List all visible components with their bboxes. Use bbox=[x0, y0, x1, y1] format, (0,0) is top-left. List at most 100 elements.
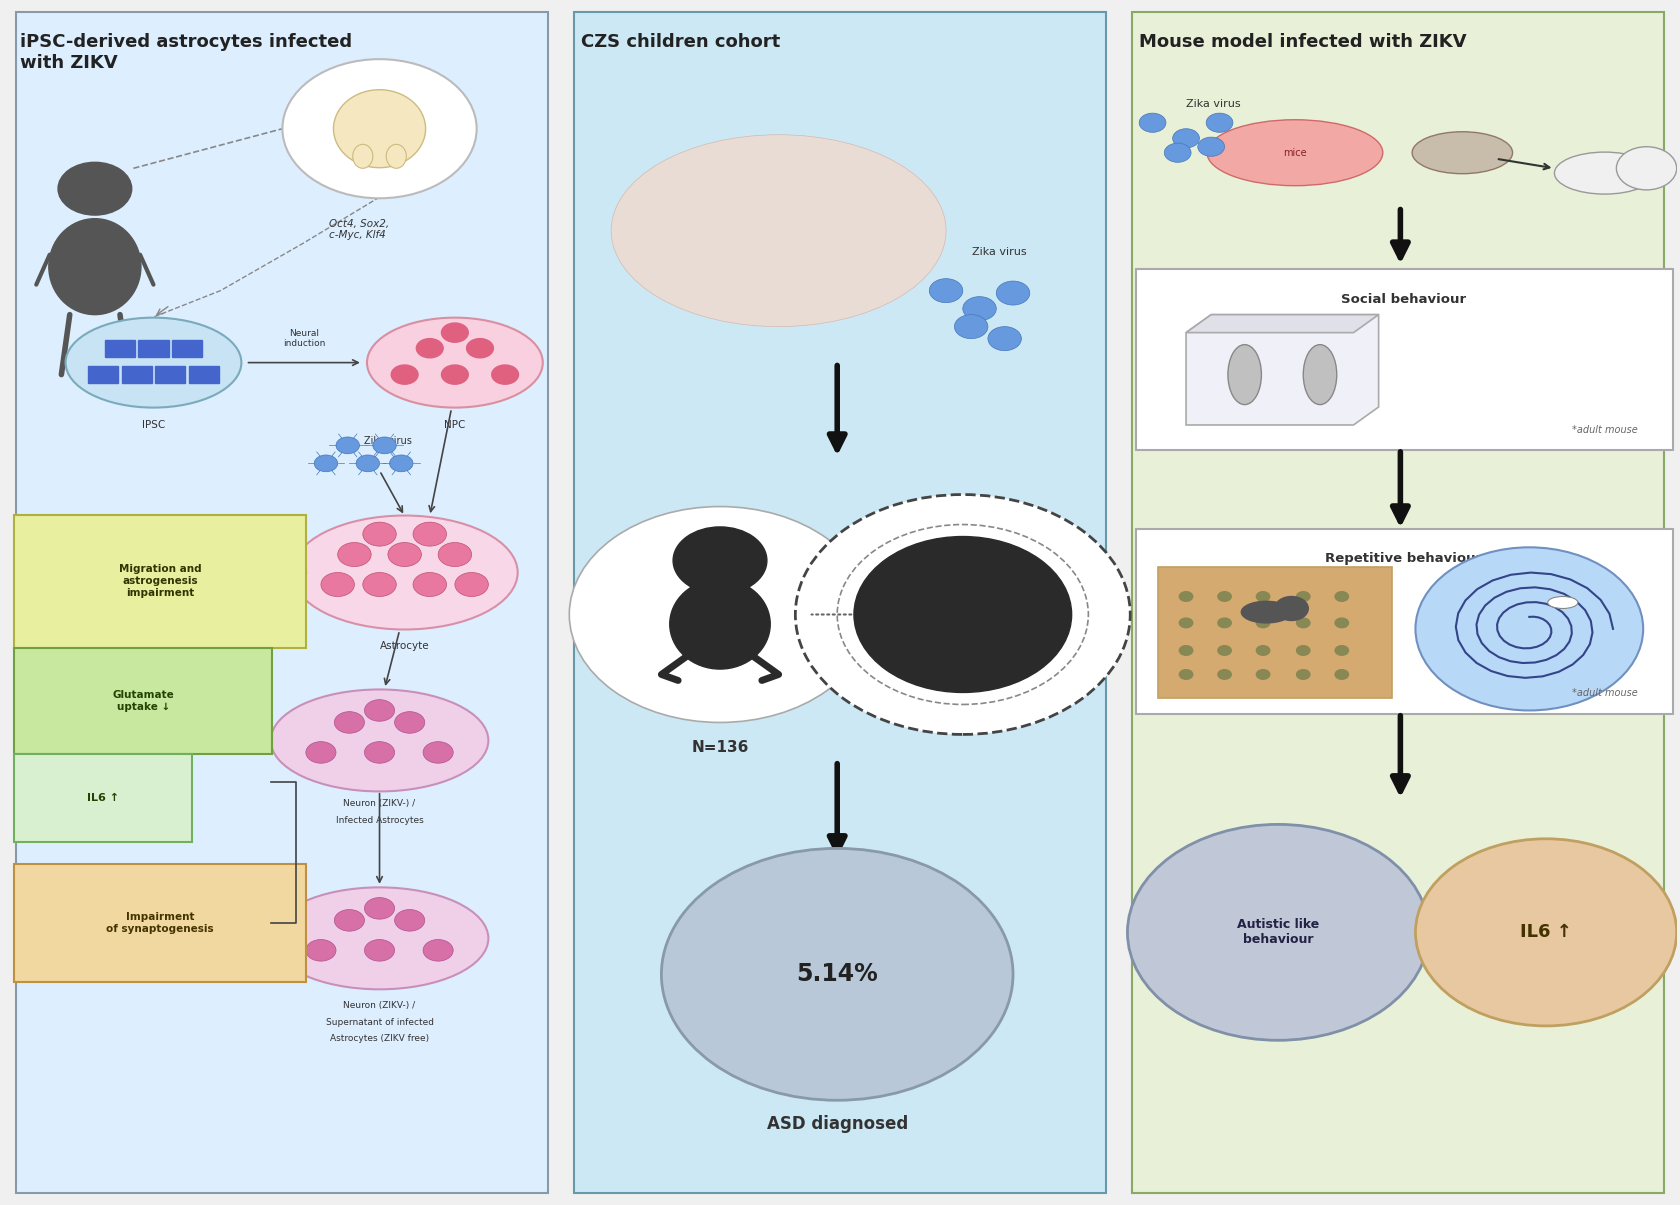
Text: CZS children cohort: CZS children cohort bbox=[581, 33, 780, 51]
Circle shape bbox=[1218, 618, 1231, 628]
Circle shape bbox=[442, 365, 469, 384]
Ellipse shape bbox=[1413, 131, 1512, 174]
Circle shape bbox=[1616, 147, 1677, 190]
Text: IPSC: IPSC bbox=[141, 421, 165, 430]
Circle shape bbox=[1336, 618, 1349, 628]
Text: *adult mouse: *adult mouse bbox=[1572, 688, 1638, 699]
FancyBboxPatch shape bbox=[15, 864, 306, 982]
Circle shape bbox=[365, 741, 395, 763]
FancyBboxPatch shape bbox=[15, 515, 306, 648]
Circle shape bbox=[455, 572, 489, 596]
Text: Zika virus: Zika virus bbox=[973, 247, 1026, 257]
Circle shape bbox=[1416, 547, 1643, 711]
FancyBboxPatch shape bbox=[15, 648, 272, 753]
Circle shape bbox=[1218, 670, 1231, 680]
Text: Mouse model infected with ZIKV: Mouse model infected with ZIKV bbox=[1139, 33, 1467, 51]
Circle shape bbox=[929, 278, 963, 302]
Bar bbox=[121, 366, 151, 383]
Circle shape bbox=[853, 536, 1072, 693]
Circle shape bbox=[1173, 129, 1200, 148]
Circle shape bbox=[1336, 646, 1349, 656]
Ellipse shape bbox=[1547, 596, 1578, 609]
Circle shape bbox=[1257, 618, 1270, 628]
Ellipse shape bbox=[1228, 345, 1262, 405]
Circle shape bbox=[988, 327, 1021, 351]
Circle shape bbox=[423, 940, 454, 962]
Ellipse shape bbox=[270, 689, 489, 792]
Ellipse shape bbox=[1304, 345, 1337, 405]
Text: ASD diagnosed: ASD diagnosed bbox=[766, 1116, 907, 1133]
Text: iPSC-derived astrocytes infected
with ZIKV: iPSC-derived astrocytes infected with ZI… bbox=[20, 33, 351, 71]
Circle shape bbox=[467, 339, 494, 358]
Text: Neural
induction: Neural induction bbox=[282, 329, 326, 348]
Circle shape bbox=[334, 712, 365, 733]
Circle shape bbox=[282, 59, 477, 199]
Circle shape bbox=[1275, 596, 1309, 621]
Text: NPC: NPC bbox=[444, 421, 465, 430]
Circle shape bbox=[1257, 646, 1270, 656]
Circle shape bbox=[442, 323, 469, 342]
Circle shape bbox=[1297, 646, 1310, 656]
Circle shape bbox=[334, 910, 365, 931]
Circle shape bbox=[492, 365, 519, 384]
Circle shape bbox=[795, 494, 1131, 734]
Circle shape bbox=[1198, 137, 1225, 157]
Circle shape bbox=[363, 522, 396, 546]
Circle shape bbox=[662, 848, 1013, 1100]
Circle shape bbox=[388, 542, 422, 566]
Circle shape bbox=[395, 910, 425, 931]
Text: Astrocyte: Astrocyte bbox=[380, 641, 430, 651]
Text: mice: mice bbox=[1284, 148, 1307, 158]
Text: *adult mouse: *adult mouse bbox=[1572, 424, 1638, 435]
Text: Neuron (ZIKV-) /: Neuron (ZIKV-) / bbox=[343, 799, 415, 809]
Circle shape bbox=[417, 339, 444, 358]
Circle shape bbox=[413, 572, 447, 596]
Circle shape bbox=[954, 315, 988, 339]
Text: Infected Astrocytes: Infected Astrocytes bbox=[336, 816, 423, 825]
Circle shape bbox=[1297, 592, 1310, 601]
Ellipse shape bbox=[270, 887, 489, 989]
Circle shape bbox=[391, 365, 418, 384]
Ellipse shape bbox=[612, 135, 946, 327]
Circle shape bbox=[306, 741, 336, 763]
Circle shape bbox=[570, 506, 870, 723]
Ellipse shape bbox=[334, 89, 425, 167]
FancyBboxPatch shape bbox=[1136, 269, 1673, 451]
Circle shape bbox=[390, 455, 413, 472]
Ellipse shape bbox=[1242, 601, 1292, 623]
Text: Glutamate
uptake ↓: Glutamate uptake ↓ bbox=[113, 690, 175, 712]
Ellipse shape bbox=[386, 145, 407, 169]
Text: Astrocytes (ZIKV free): Astrocytes (ZIKV free) bbox=[329, 1034, 428, 1044]
Ellipse shape bbox=[66, 318, 242, 407]
Circle shape bbox=[59, 163, 131, 214]
Ellipse shape bbox=[292, 516, 517, 629]
Bar bbox=[188, 366, 218, 383]
Text: Repetitive behaviour: Repetitive behaviour bbox=[1326, 552, 1482, 565]
Text: N=136: N=136 bbox=[690, 740, 749, 756]
Circle shape bbox=[395, 712, 425, 733]
Text: Impairment
of synaptogenesis: Impairment of synaptogenesis bbox=[106, 912, 213, 934]
Circle shape bbox=[1179, 618, 1193, 628]
FancyBboxPatch shape bbox=[1136, 529, 1673, 715]
Bar bbox=[138, 340, 168, 357]
Circle shape bbox=[321, 572, 354, 596]
Bar bbox=[104, 340, 134, 357]
Circle shape bbox=[365, 898, 395, 919]
Circle shape bbox=[1336, 670, 1349, 680]
Bar bbox=[171, 340, 202, 357]
Polygon shape bbox=[1186, 315, 1379, 425]
FancyBboxPatch shape bbox=[1158, 566, 1393, 699]
Polygon shape bbox=[1186, 315, 1379, 333]
Circle shape bbox=[365, 940, 395, 962]
Ellipse shape bbox=[49, 218, 141, 315]
FancyBboxPatch shape bbox=[575, 12, 1105, 1193]
Ellipse shape bbox=[1554, 152, 1655, 194]
Text: Supernatant of infected: Supernatant of infected bbox=[326, 1017, 433, 1027]
Circle shape bbox=[1297, 618, 1310, 628]
Circle shape bbox=[1218, 592, 1231, 601]
Bar bbox=[155, 366, 185, 383]
Text: Migration and
astrogenesis
impairment: Migration and astrogenesis impairment bbox=[119, 564, 202, 598]
Text: 5.14%: 5.14% bbox=[796, 963, 879, 987]
Circle shape bbox=[365, 700, 395, 722]
Circle shape bbox=[1297, 670, 1310, 680]
